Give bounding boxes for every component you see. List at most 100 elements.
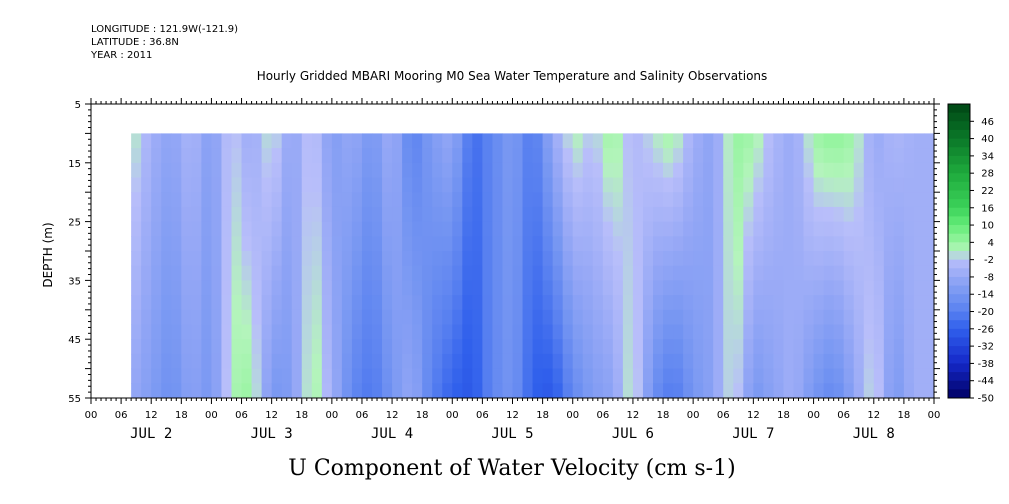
heatmap-cell <box>813 236 825 252</box>
heatmap-cell <box>301 148 313 164</box>
heatmap-cell <box>913 251 925 267</box>
heatmap-cell <box>893 162 905 178</box>
heatmap-cell <box>151 177 162 193</box>
heatmap-cell <box>221 309 232 325</box>
heatmap-cell <box>462 251 473 267</box>
heatmap-cell <box>412 265 423 281</box>
heatmap-cell <box>612 251 624 267</box>
heatmap-cell <box>261 324 273 340</box>
heatmap-cell <box>432 339 443 355</box>
heatmap-cell <box>592 162 604 178</box>
heatmap-cell <box>331 192 343 208</box>
heatmap-cell <box>642 133 654 149</box>
heatmap-cell <box>703 162 714 178</box>
heatmap-cell <box>552 192 564 208</box>
heatmap-cell <box>773 353 784 370</box>
heatmap-cell <box>572 383 584 399</box>
heatmap-cell <box>412 162 423 178</box>
heatmap-cell <box>703 221 714 237</box>
heatmap-cell <box>492 162 503 178</box>
heatmap-cell <box>703 251 714 267</box>
x-hour-label: 18 <box>175 410 188 421</box>
heatmap-cell <box>402 295 413 311</box>
colorbar-label: 10 <box>981 221 994 232</box>
heatmap-cell <box>753 162 764 178</box>
heatmap-cell <box>632 177 644 193</box>
heatmap-cell <box>693 133 704 149</box>
heatmap-cell <box>893 295 905 311</box>
colorbar-swatch <box>948 181 970 191</box>
heatmap-cell <box>512 177 524 193</box>
heatmap-cell <box>683 162 694 178</box>
heatmap-cell <box>823 251 835 267</box>
heatmap-cell <box>642 295 654 311</box>
heatmap-cell <box>883 133 895 149</box>
heatmap-cell <box>763 162 774 178</box>
colorbar-label: -26 <box>978 324 994 335</box>
heatmap-cell <box>602 221 614 237</box>
heatmap-cell <box>261 265 273 281</box>
x-hour-label: 12 <box>747 410 760 421</box>
heatmap-cell <box>432 280 443 296</box>
heatmap-cell <box>673 206 684 223</box>
heatmap-cell <box>191 148 202 164</box>
heatmap-cell <box>903 236 915 252</box>
heatmap-cell <box>452 368 463 384</box>
heatmap-cell <box>733 236 744 252</box>
heatmap-cell <box>452 295 463 311</box>
heatmap-cell <box>562 177 574 193</box>
x-axis-label: U Component of Water Velocity (cm s-1) <box>288 456 735 481</box>
heatmap-cell <box>422 309 433 325</box>
heatmap-cell <box>412 236 423 252</box>
heatmap-cell <box>833 280 845 296</box>
heatmap-cell <box>281 221 293 237</box>
heatmap-cell <box>653 148 664 164</box>
heatmap-cell <box>191 353 202 370</box>
heatmap-cell <box>131 221 142 237</box>
heatmap-cell <box>191 251 202 267</box>
heatmap-cell <box>512 192 524 208</box>
heatmap-cell <box>723 309 734 325</box>
heatmap-cell <box>923 324 935 340</box>
heatmap-cell <box>171 339 182 355</box>
heatmap-cell <box>492 251 503 267</box>
heatmap-cell <box>482 192 493 208</box>
heatmap-cell <box>723 251 734 267</box>
heatmap-cell <box>351 353 363 370</box>
heatmap-cell <box>442 280 453 296</box>
heatmap-cell <box>903 353 915 370</box>
heatmap-cell <box>361 353 373 370</box>
heatmap-cell <box>341 324 353 340</box>
heatmap-cell <box>773 177 784 193</box>
heatmap-cell <box>522 236 534 252</box>
colorbar-label: -44 <box>978 376 994 387</box>
heatmap-cell <box>612 280 624 296</box>
heatmap-cell <box>191 162 202 178</box>
heatmap-cell <box>472 280 483 296</box>
heatmap-cell <box>512 221 524 237</box>
heatmap-cell <box>582 148 594 164</box>
heatmap-cell <box>402 280 413 296</box>
heatmap-cell <box>502 368 513 384</box>
heatmap-cell <box>602 265 614 281</box>
heatmap-cell <box>241 368 253 384</box>
heatmap-cell <box>923 309 935 325</box>
heatmap-cell <box>492 383 503 399</box>
heatmap-cell <box>171 309 182 325</box>
heatmap-cell <box>653 368 664 384</box>
heatmap-cell <box>753 133 764 149</box>
heatmap-cell <box>632 280 644 296</box>
heatmap-cell <box>582 206 594 223</box>
heatmap-cell <box>251 133 263 149</box>
heatmap-cell <box>432 236 443 252</box>
heatmap-cell <box>693 221 704 237</box>
heatmap-cell <box>422 192 433 208</box>
heatmap-cell <box>763 309 774 325</box>
heatmap-cell <box>592 265 604 281</box>
heatmap-cell <box>171 206 182 223</box>
heatmap-cell <box>803 353 815 370</box>
heatmap-cell <box>923 339 935 355</box>
heatmap-cell <box>723 221 734 237</box>
x-hour-label: 06 <box>476 410 489 421</box>
heatmap-cell <box>271 148 283 164</box>
